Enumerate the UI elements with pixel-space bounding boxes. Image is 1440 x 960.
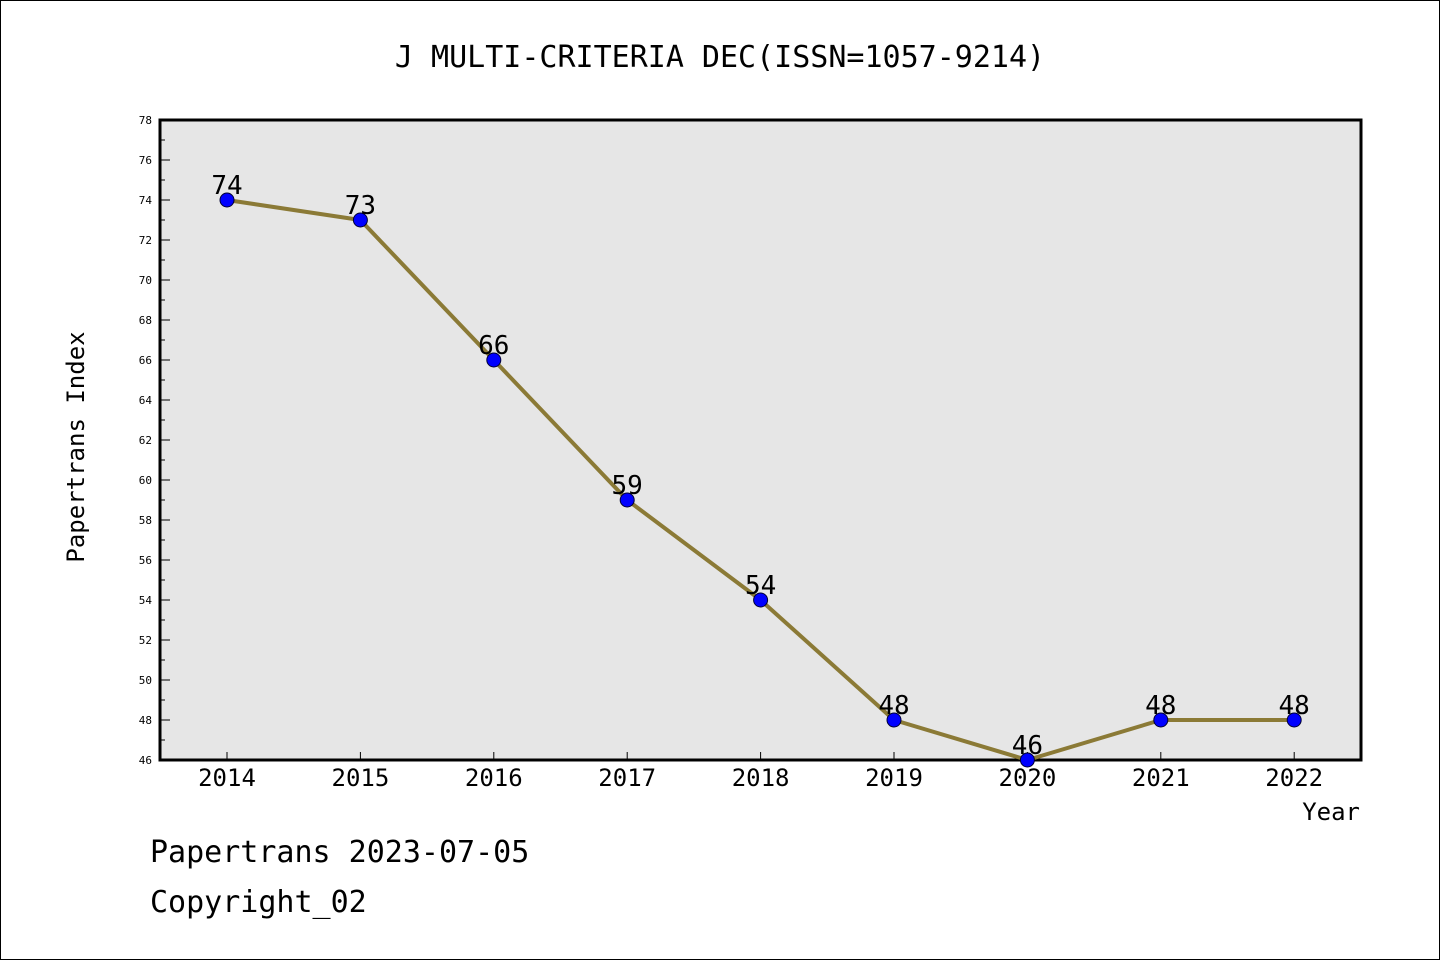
data-label: 66 — [478, 331, 509, 361]
footer-date: Papertrans 2023-07-05 — [150, 835, 530, 870]
x-tick-label: 2015 — [332, 764, 390, 792]
y-tick-label: 68 — [139, 314, 152, 327]
data-series: 74 73 66 59 54 48 46 48 48 — [211, 171, 1310, 768]
y-tick-label: 64 — [139, 394, 153, 407]
y-tick-label: 56 — [139, 554, 152, 567]
y-tick-label: 76 — [139, 154, 152, 167]
x-tick-label: 2017 — [598, 764, 656, 792]
data-label: 48 — [1279, 691, 1310, 721]
data-point — [753, 592, 769, 608]
data-point — [352, 212, 368, 228]
y-tick-label: 62 — [139, 434, 152, 447]
x-tick-label: 2016 — [465, 764, 523, 792]
y-tick-label: 58 — [139, 514, 152, 527]
data-label: 48 — [878, 691, 909, 721]
data-point — [1153, 712, 1169, 728]
data-label: 74 — [211, 171, 242, 201]
y-tick-label: 54 — [139, 594, 153, 607]
y-tick-label: 72 — [139, 234, 152, 247]
y-tick-label: 78 — [139, 114, 152, 127]
x-tick-label: 2020 — [999, 764, 1057, 792]
x-tick-label: 2019 — [865, 764, 923, 792]
data-point — [619, 492, 635, 508]
x-tick-label: 2021 — [1132, 764, 1190, 792]
axis-ticks: 46 48 50 52 54 56 58 60 62 64 66 68 70 72 74 76 78 2014 20… — [139, 114, 1323, 792]
y-tick-label: 46 — [139, 754, 152, 767]
x-tick-label: 2018 — [732, 764, 790, 792]
y-tick-label: 70 — [139, 274, 152, 287]
y-tick-label: 48 — [139, 714, 152, 727]
data-point — [1286, 712, 1302, 728]
y-tick-label: 66 — [139, 354, 152, 367]
data-label: 48 — [1145, 691, 1176, 721]
chart-title: J MULTI-CRITERIA DEC(ISSN=1057-9214) — [395, 40, 1045, 75]
x-axis-label: Year — [1302, 798, 1360, 826]
x-tick-label: 2014 — [198, 764, 256, 792]
data-point — [1019, 752, 1035, 768]
y-tick-label: 60 — [139, 474, 152, 487]
data-label: 46 — [1012, 731, 1043, 761]
data-point — [886, 712, 902, 728]
data-point — [219, 192, 235, 208]
data-label: 73 — [345, 191, 376, 221]
y-tick-label: 50 — [139, 674, 152, 687]
data-point — [486, 352, 502, 368]
y-tick-label: 74 — [139, 194, 153, 207]
data-label: 54 — [745, 571, 776, 601]
x-tick-label: 2022 — [1265, 764, 1323, 792]
data-label: 59 — [612, 471, 643, 501]
footer-copyright: Copyright_02 — [150, 885, 367, 920]
y-axis-label: Papertrans Index — [62, 331, 90, 562]
y-tick-label: 52 — [139, 634, 152, 647]
